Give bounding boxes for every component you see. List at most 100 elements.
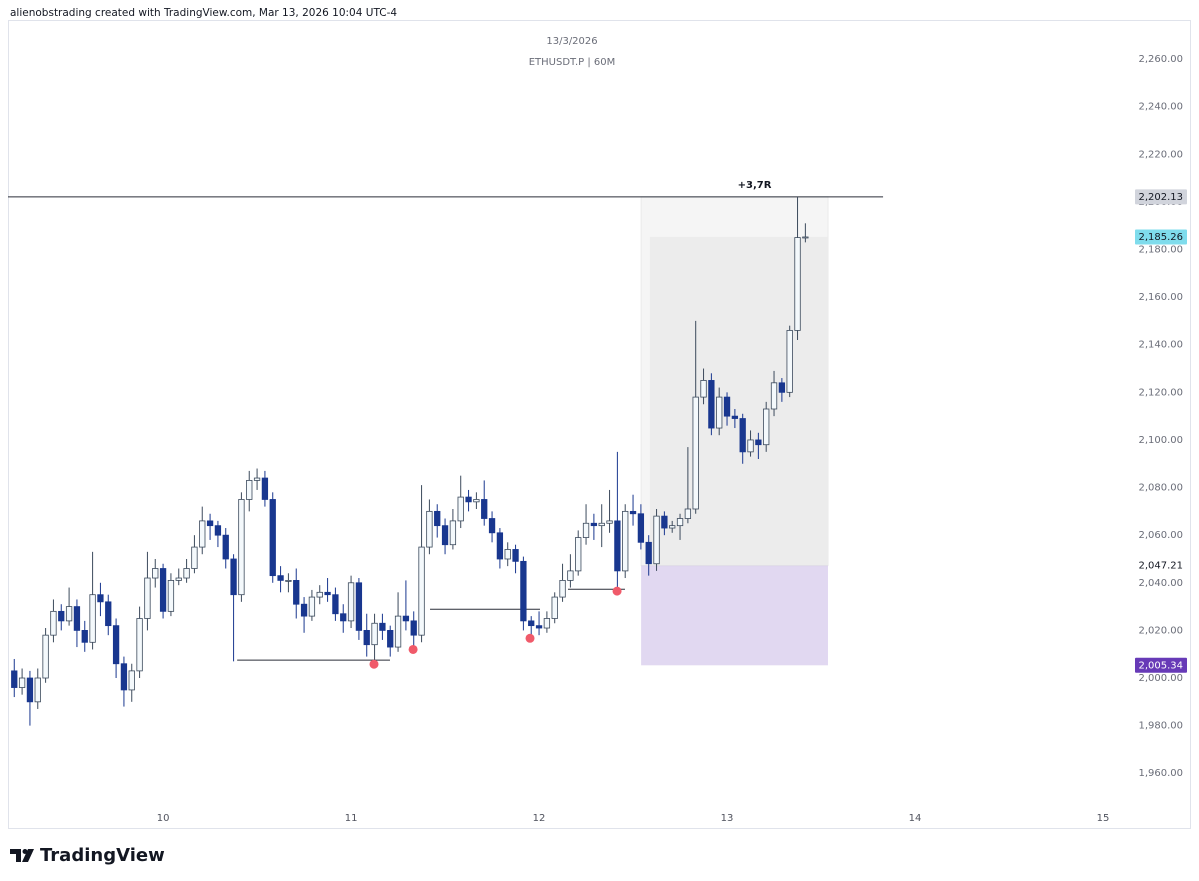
candle-body	[512, 549, 519, 562]
candle-body	[175, 577, 182, 581]
open-profit-zone	[649, 236, 828, 566]
candle-body	[582, 522, 590, 538]
candle-body	[332, 594, 339, 615]
y-tick-label: 2,160.00	[1138, 292, 1183, 303]
last-price-label: 2,185.26	[1138, 232, 1183, 243]
candle-body	[622, 510, 629, 572]
candle-body	[535, 625, 543, 629]
candle-body	[394, 615, 402, 648]
target-price-label: 2,202.13	[1138, 192, 1183, 203]
candle-body	[637, 513, 645, 543]
candle-body	[778, 382, 786, 393]
candle-body	[26, 677, 34, 703]
candle-body	[473, 499, 480, 503]
candle-body	[802, 236, 809, 239]
candle-body	[669, 525, 676, 529]
chart-subtitle: ETHUSDT.P | 60M	[529, 57, 616, 68]
candle-body	[363, 630, 370, 646]
candle-body	[786, 330, 793, 393]
candle-body	[159, 568, 167, 612]
x-tick-label: 13	[721, 813, 734, 824]
candle-body	[167, 580, 175, 612]
candle-body	[199, 520, 206, 548]
candle-body	[770, 382, 778, 410]
candle-body	[136, 618, 143, 672]
candle-body	[559, 580, 566, 598]
stop-zone	[641, 565, 828, 666]
y-tick-label: 2,040.00	[1138, 578, 1183, 589]
candle-body	[755, 439, 762, 446]
candle-body	[716, 396, 723, 429]
candle-body	[316, 591, 323, 598]
candle-body	[253, 477, 261, 481]
candle-body	[11, 670, 18, 688]
y-tick-label: 2,000.00	[1138, 673, 1183, 684]
candle-body	[183, 568, 190, 579]
candle-body	[590, 522, 598, 527]
y-tick-label: 2,180.00	[1138, 244, 1183, 255]
chart-title: 13/3/2026	[546, 36, 597, 47]
logo-mark	[22, 849, 34, 862]
candle-body	[128, 670, 135, 691]
candle-body	[112, 625, 120, 665]
candle-body	[465, 496, 472, 503]
y-tick-label: 2,140.00	[1138, 340, 1183, 351]
attribution: alienobstrading created with TradingView…	[10, 7, 397, 19]
candle-body	[457, 496, 464, 522]
candle-body	[42, 634, 49, 679]
candle-body	[402, 615, 410, 622]
stop-price-label: 2,005.34	[1138, 660, 1183, 671]
brand: TradingView	[40, 845, 165, 866]
entry-price-label: 2,047.21	[1138, 561, 1183, 572]
candle-body	[191, 546, 198, 569]
candle-body	[575, 537, 582, 572]
candle-body	[708, 380, 715, 429]
x-tick-label: 14	[909, 813, 922, 824]
candle-body	[285, 580, 292, 582]
candle-body	[747, 439, 754, 453]
low-marker	[612, 586, 622, 596]
candle-body	[144, 577, 151, 619]
candle-body	[58, 610, 65, 622]
x-tick-label: 10	[157, 813, 170, 824]
candle-body	[410, 620, 417, 636]
position-result: +3,7R	[738, 180, 772, 191]
x-tick-label: 11	[345, 813, 358, 824]
y-tick-label: 2,220.00	[1138, 149, 1183, 160]
candle-body	[371, 622, 378, 646]
y-tick-label: 1,980.00	[1138, 721, 1183, 732]
candle-body	[739, 418, 746, 453]
candle-body	[723, 396, 731, 417]
candle-body	[73, 606, 81, 631]
candle-body	[18, 677, 26, 688]
low-marker	[525, 633, 535, 643]
candle-body	[449, 520, 457, 546]
stop-price-label-bg	[1135, 657, 1187, 673]
candle-body	[34, 677, 41, 703]
candle-body	[222, 534, 229, 560]
brand-logo: TradingView	[10, 845, 165, 866]
candle-body	[441, 525, 449, 546]
candle-body	[645, 541, 652, 565]
candle-body	[387, 630, 394, 648]
candle-body	[105, 601, 112, 627]
chart-frame	[8, 20, 1191, 829]
candle-body	[653, 515, 660, 565]
target-price-label-bg	[1135, 189, 1187, 205]
candle-body	[293, 580, 300, 605]
candle-body	[261, 477, 269, 500]
candle-body	[692, 396, 699, 510]
candle-body	[598, 522, 605, 527]
y-tick-label: 2,100.00	[1138, 435, 1183, 446]
low-marker	[408, 644, 418, 654]
candle-body	[629, 510, 637, 515]
logo-mark	[10, 849, 21, 862]
x-tick-label: 12	[533, 813, 546, 824]
candle-body	[324, 591, 331, 596]
last-price-label-bg	[1135, 229, 1187, 245]
candle-body	[152, 568, 159, 579]
candle-body	[300, 603, 308, 617]
candle-body	[661, 515, 668, 529]
